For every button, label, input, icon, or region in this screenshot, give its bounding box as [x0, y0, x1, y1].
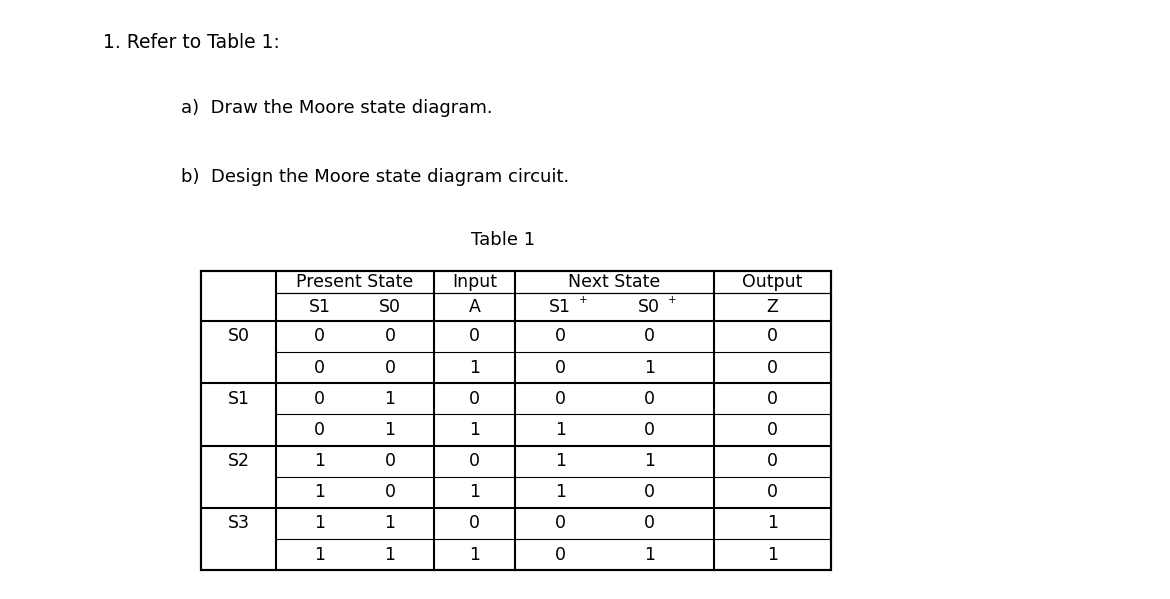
Text: 0: 0	[644, 515, 655, 533]
Text: 0: 0	[315, 421, 325, 439]
Text: 0: 0	[385, 483, 395, 501]
Text: 1: 1	[469, 359, 480, 377]
Text: 0: 0	[766, 452, 778, 470]
Text: S0: S0	[227, 328, 249, 346]
Text: 0: 0	[469, 515, 480, 533]
Text: 0: 0	[555, 328, 566, 346]
Text: 0: 0	[315, 390, 325, 408]
Text: 1: 1	[315, 515, 325, 533]
Text: 0: 0	[469, 452, 480, 470]
Text: 1: 1	[469, 483, 480, 501]
Text: 0: 0	[644, 483, 655, 501]
Text: Table 1: Table 1	[472, 231, 535, 249]
Text: Output: Output	[742, 273, 803, 291]
Text: 0: 0	[469, 328, 480, 346]
Text: S3: S3	[227, 515, 249, 533]
Text: S0: S0	[379, 298, 401, 316]
Text: 1: 1	[385, 421, 395, 439]
Text: 1: 1	[644, 546, 655, 564]
Text: 0: 0	[385, 328, 395, 346]
Text: a)  Draw the Moore state diagram.: a) Draw the Moore state diagram.	[181, 99, 493, 117]
Text: 1: 1	[315, 546, 325, 564]
Text: 0: 0	[315, 359, 325, 377]
Text: 0: 0	[385, 452, 395, 470]
Text: 1: 1	[555, 452, 566, 470]
Text: 1: 1	[555, 483, 566, 501]
Text: 1: 1	[469, 421, 480, 439]
Text: 0: 0	[766, 483, 778, 501]
Text: 1: 1	[644, 452, 655, 470]
Text: S1: S1	[550, 298, 571, 316]
Text: 0: 0	[315, 328, 325, 346]
Text: 0: 0	[644, 421, 655, 439]
Text: 1: 1	[555, 421, 566, 439]
Text: S0: S0	[639, 298, 660, 316]
Text: 0: 0	[469, 390, 480, 408]
Text: A: A	[468, 298, 481, 316]
Text: 0: 0	[555, 390, 566, 408]
Text: 1: 1	[385, 390, 395, 408]
Text: +: +	[668, 295, 677, 305]
Text: Next State: Next State	[569, 273, 660, 291]
Text: 0: 0	[555, 546, 566, 564]
Text: Input: Input	[452, 273, 497, 291]
Text: b)  Design the Moore state diagram circuit.: b) Design the Moore state diagram circui…	[181, 168, 570, 186]
Text: 1: 1	[315, 483, 325, 501]
Text: 0: 0	[766, 328, 778, 346]
Text: 1: 1	[385, 546, 395, 564]
Text: 0: 0	[555, 515, 566, 533]
Text: 0: 0	[555, 359, 566, 377]
Text: 1: 1	[469, 546, 480, 564]
Text: 1. Refer to Table 1:: 1. Refer to Table 1:	[103, 33, 280, 52]
Text: Present State: Present State	[296, 273, 413, 291]
Text: 0: 0	[766, 421, 778, 439]
Text: 0: 0	[766, 359, 778, 377]
Text: 1: 1	[315, 452, 325, 470]
Text: Z: Z	[766, 298, 778, 316]
Text: S2: S2	[227, 452, 249, 470]
Text: 1: 1	[766, 515, 778, 533]
Text: S1: S1	[227, 390, 249, 408]
Text: 0: 0	[766, 390, 778, 408]
Text: 1: 1	[644, 359, 655, 377]
Text: 0: 0	[385, 359, 395, 377]
Text: 0: 0	[644, 328, 655, 346]
Text: 1: 1	[766, 546, 778, 564]
Text: +: +	[579, 295, 589, 305]
Text: 1: 1	[385, 515, 395, 533]
Text: 0: 0	[644, 390, 655, 408]
Text: S1: S1	[309, 298, 331, 316]
